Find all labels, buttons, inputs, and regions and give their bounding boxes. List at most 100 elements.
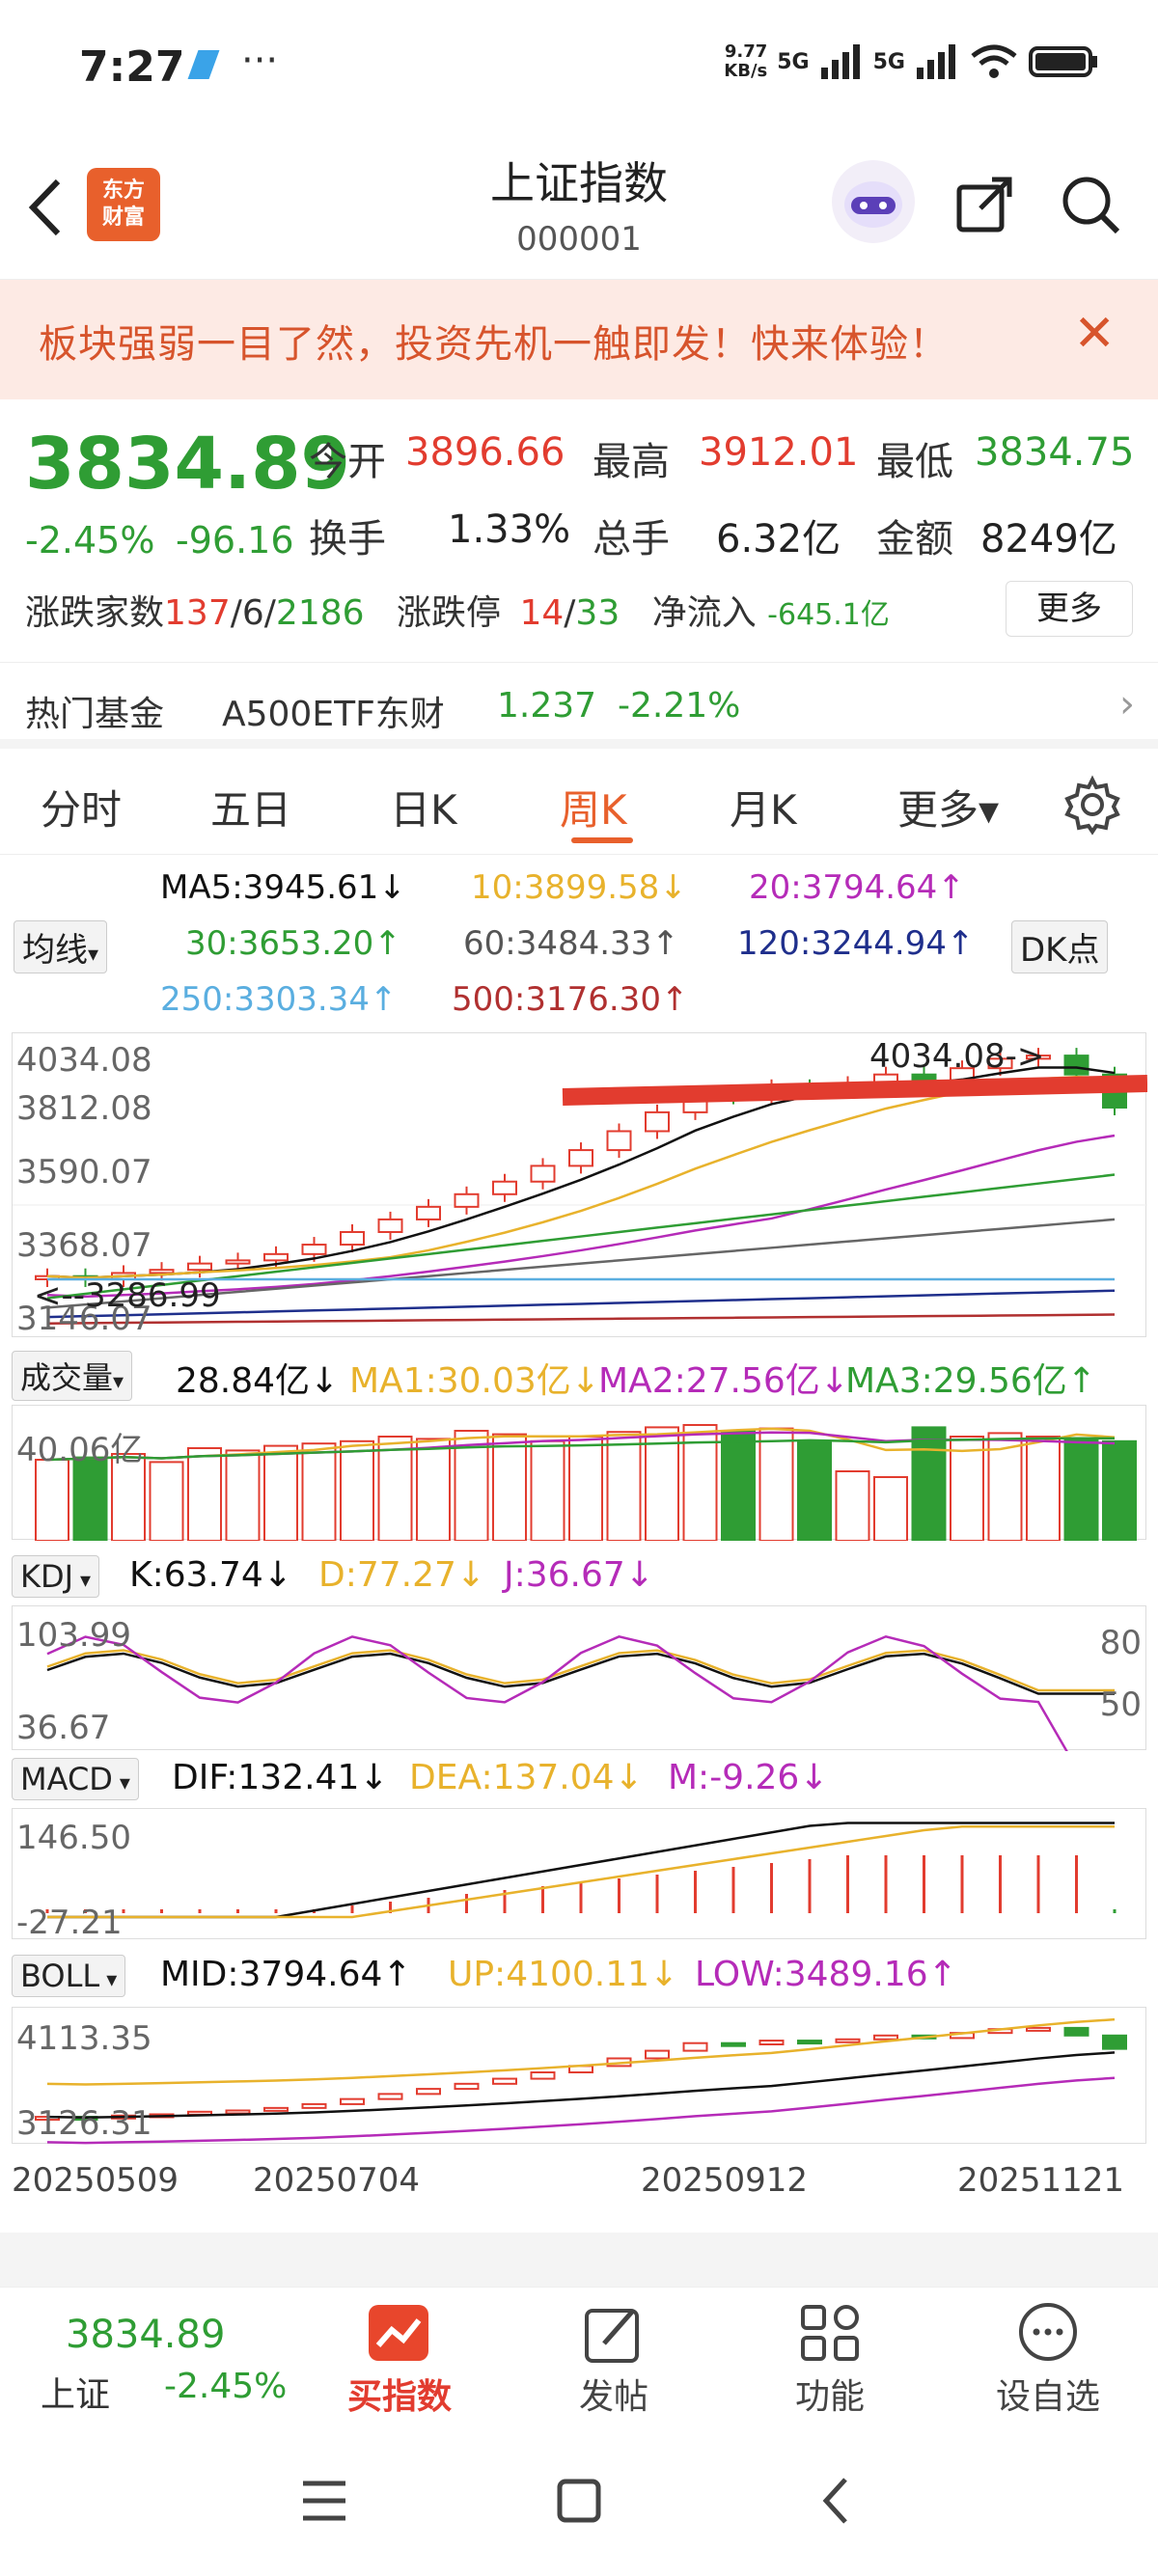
macd-dea: DEA:137.04↓ (409, 1758, 644, 1797)
tab-daily-k[interactable]: 日K (390, 786, 457, 834)
tab-weekly-k[interactable]: 周K (560, 786, 627, 834)
boll-candle (263, 2106, 289, 2112)
fund-price: 1.237 (497, 686, 597, 726)
tab-five-day[interactable]: 五日 (210, 786, 292, 834)
app-header: 东方 财富 上证指数 000001 (0, 135, 1158, 280)
volume-bar (1102, 1439, 1137, 1542)
promo-banner[interactable]: 板块强弱一目了然，投资先机一触即发！快来体验！ ✕ (0, 280, 1158, 399)
more-button[interactable]: 更多 (1006, 581, 1133, 637)
macd-y-bottom: -27.21 (16, 1904, 123, 1942)
turnover-label: 换手 (309, 517, 386, 562)
macd-dea-line (47, 1825, 1115, 1919)
volume-ma3-line (46, 1437, 1115, 1462)
volume-bar (568, 1436, 603, 1542)
chevron-right-icon: › (1119, 682, 1135, 726)
tab-intraday[interactable]: 分时 (41, 786, 123, 834)
buy-index-button[interactable]: 买指数 (332, 2301, 467, 2419)
volume-y-label: 40.06亿 (16, 1431, 144, 1469)
hot-fund-row[interactable]: 热门基金 A500ETF东财 1.237 -2.21% › (0, 662, 1158, 749)
kdj-chart[interactable]: 103.99 36.67 80 50 (12, 1605, 1146, 1769)
grid-icon (801, 2305, 859, 2361)
stock-code: 000001 (516, 220, 642, 259)
kline-candle (606, 1130, 632, 1152)
home-square-icon[interactable] (550, 2474, 608, 2528)
volume-bar (35, 1459, 69, 1542)
ma120-line (46, 1289, 1116, 1319)
boll-candle (454, 2082, 480, 2091)
banner-text: 板块强弱一目了然，投资先机一触即发！快来体验！ (39, 322, 949, 367)
fund-name: A500ETF东财 (222, 695, 445, 734)
high-value: 3912.01 (699, 430, 859, 475)
settings-gear-icon[interactable] (1062, 774, 1123, 836)
volume-chart[interactable]: 40.06亿 (12, 1405, 1146, 1543)
network-speed: 9.77 KB/s (724, 41, 768, 81)
kdj-selector[interactable]: KDJ ▾ (12, 1555, 100, 1598)
kdj-k-line (46, 1652, 1115, 1695)
boll-chart[interactable]: 4113.35 3126.31 (12, 2007, 1146, 2145)
high-label: 最高 (593, 440, 670, 484)
kline-y-label-2: 3812.08 (16, 1089, 152, 1128)
boll-candle (721, 2042, 746, 2047)
dk-label: DK点 (1020, 931, 1100, 970)
boll-mid-line (46, 2051, 1116, 2119)
ma500-value: 500:3176.30↑ (452, 980, 689, 1019)
add-watchlist-button[interactable]: 设自选 (980, 2301, 1116, 2419)
ma20-line (46, 1134, 1116, 1299)
post-label: 发帖 (578, 2377, 648, 2417)
robot-icon (844, 181, 902, 228)
flat-count: 6 (241, 593, 264, 633)
boll-up: UP:4100.11↓ (448, 1955, 679, 1994)
kline-candle (530, 1165, 556, 1183)
macd-chart[interactable]: 146.50 -27.21 (12, 1808, 1146, 1942)
back-arrow-icon (28, 178, 61, 236)
tab-more[interactable]: 更多▾ (897, 786, 1000, 834)
ma10-value: 10:3899.58↓ (471, 868, 687, 907)
boll-candle (35, 2116, 60, 2122)
ma500-line (46, 1313, 1116, 1325)
boll-candle (340, 2097, 365, 2105)
section-divider (0, 2233, 1158, 2287)
boll-candle (758, 2040, 785, 2046)
macd-selector[interactable]: MACD ▾ (12, 1758, 139, 1800)
kline-low-marker: <--3286.99 (34, 1276, 221, 1315)
x-date-1: 20250509 (12, 2161, 179, 2200)
search-icon[interactable] (1060, 174, 1121, 235)
kdj-plot (46, 1634, 1115, 1769)
volume-ma1: MA1:30.03亿↓ (349, 1361, 600, 1401)
boll-candle (645, 2049, 670, 2060)
kline-chart[interactable]: 4034.08 3812.08 3590.07 3368.07 3146.07 … (12, 1032, 1148, 1338)
kline-plot (13, 1048, 1148, 1325)
volume-bar (1063, 1438, 1099, 1542)
volume-bar (1026, 1436, 1061, 1542)
boll-selector[interactable]: BOLL ▾ (12, 1955, 126, 1997)
kline-candle (987, 1057, 1013, 1070)
share-icon[interactable] (955, 174, 1015, 233)
post-button[interactable]: 发帖 (546, 2301, 681, 2419)
back-button[interactable] (21, 174, 69, 252)
volume-bar (530, 1439, 565, 1542)
ma-selector[interactable]: 均线▾ (14, 920, 108, 973)
chart-up-icon (369, 2305, 428, 2361)
fund-label: 热门基金 (25, 695, 165, 734)
index-quote-button[interactable]: 3834.89 上证 -2.45% (19, 2288, 299, 2423)
dk-point-toggle[interactable]: DK点 (1011, 920, 1109, 973)
change-absolute: -96.16 (176, 519, 294, 562)
volume-label: 总手 (593, 517, 670, 562)
status-bar: 7:27 ··· 9.77 KB/s 5G 5G (0, 0, 1158, 135)
down-count: 2186 (275, 593, 365, 633)
functions-button[interactable]: 功能 (762, 2301, 897, 2419)
kline-candle (568, 1149, 593, 1167)
kdj-j: J:36.67↓ (504, 1555, 654, 1595)
menu-icon[interactable] (295, 2474, 353, 2528)
close-icon[interactable]: ✕ (1073, 305, 1116, 363)
volume-selector[interactable]: 成交量▾ (12, 1351, 133, 1401)
tab-monthly-k[interactable]: 月K (730, 786, 797, 834)
kline-y-label-4: 3368.07 (16, 1226, 152, 1265)
functions-label: 功能 (794, 2377, 865, 2417)
volume-bar (492, 1433, 527, 1543)
low-value: 3834.75 (975, 430, 1135, 475)
kdj-selector-label: KDJ (20, 1558, 74, 1595)
ai-assistant-button[interactable] (832, 160, 915, 243)
back-nav-icon[interactable] (809, 2474, 867, 2528)
edit-icon (585, 2309, 639, 2363)
